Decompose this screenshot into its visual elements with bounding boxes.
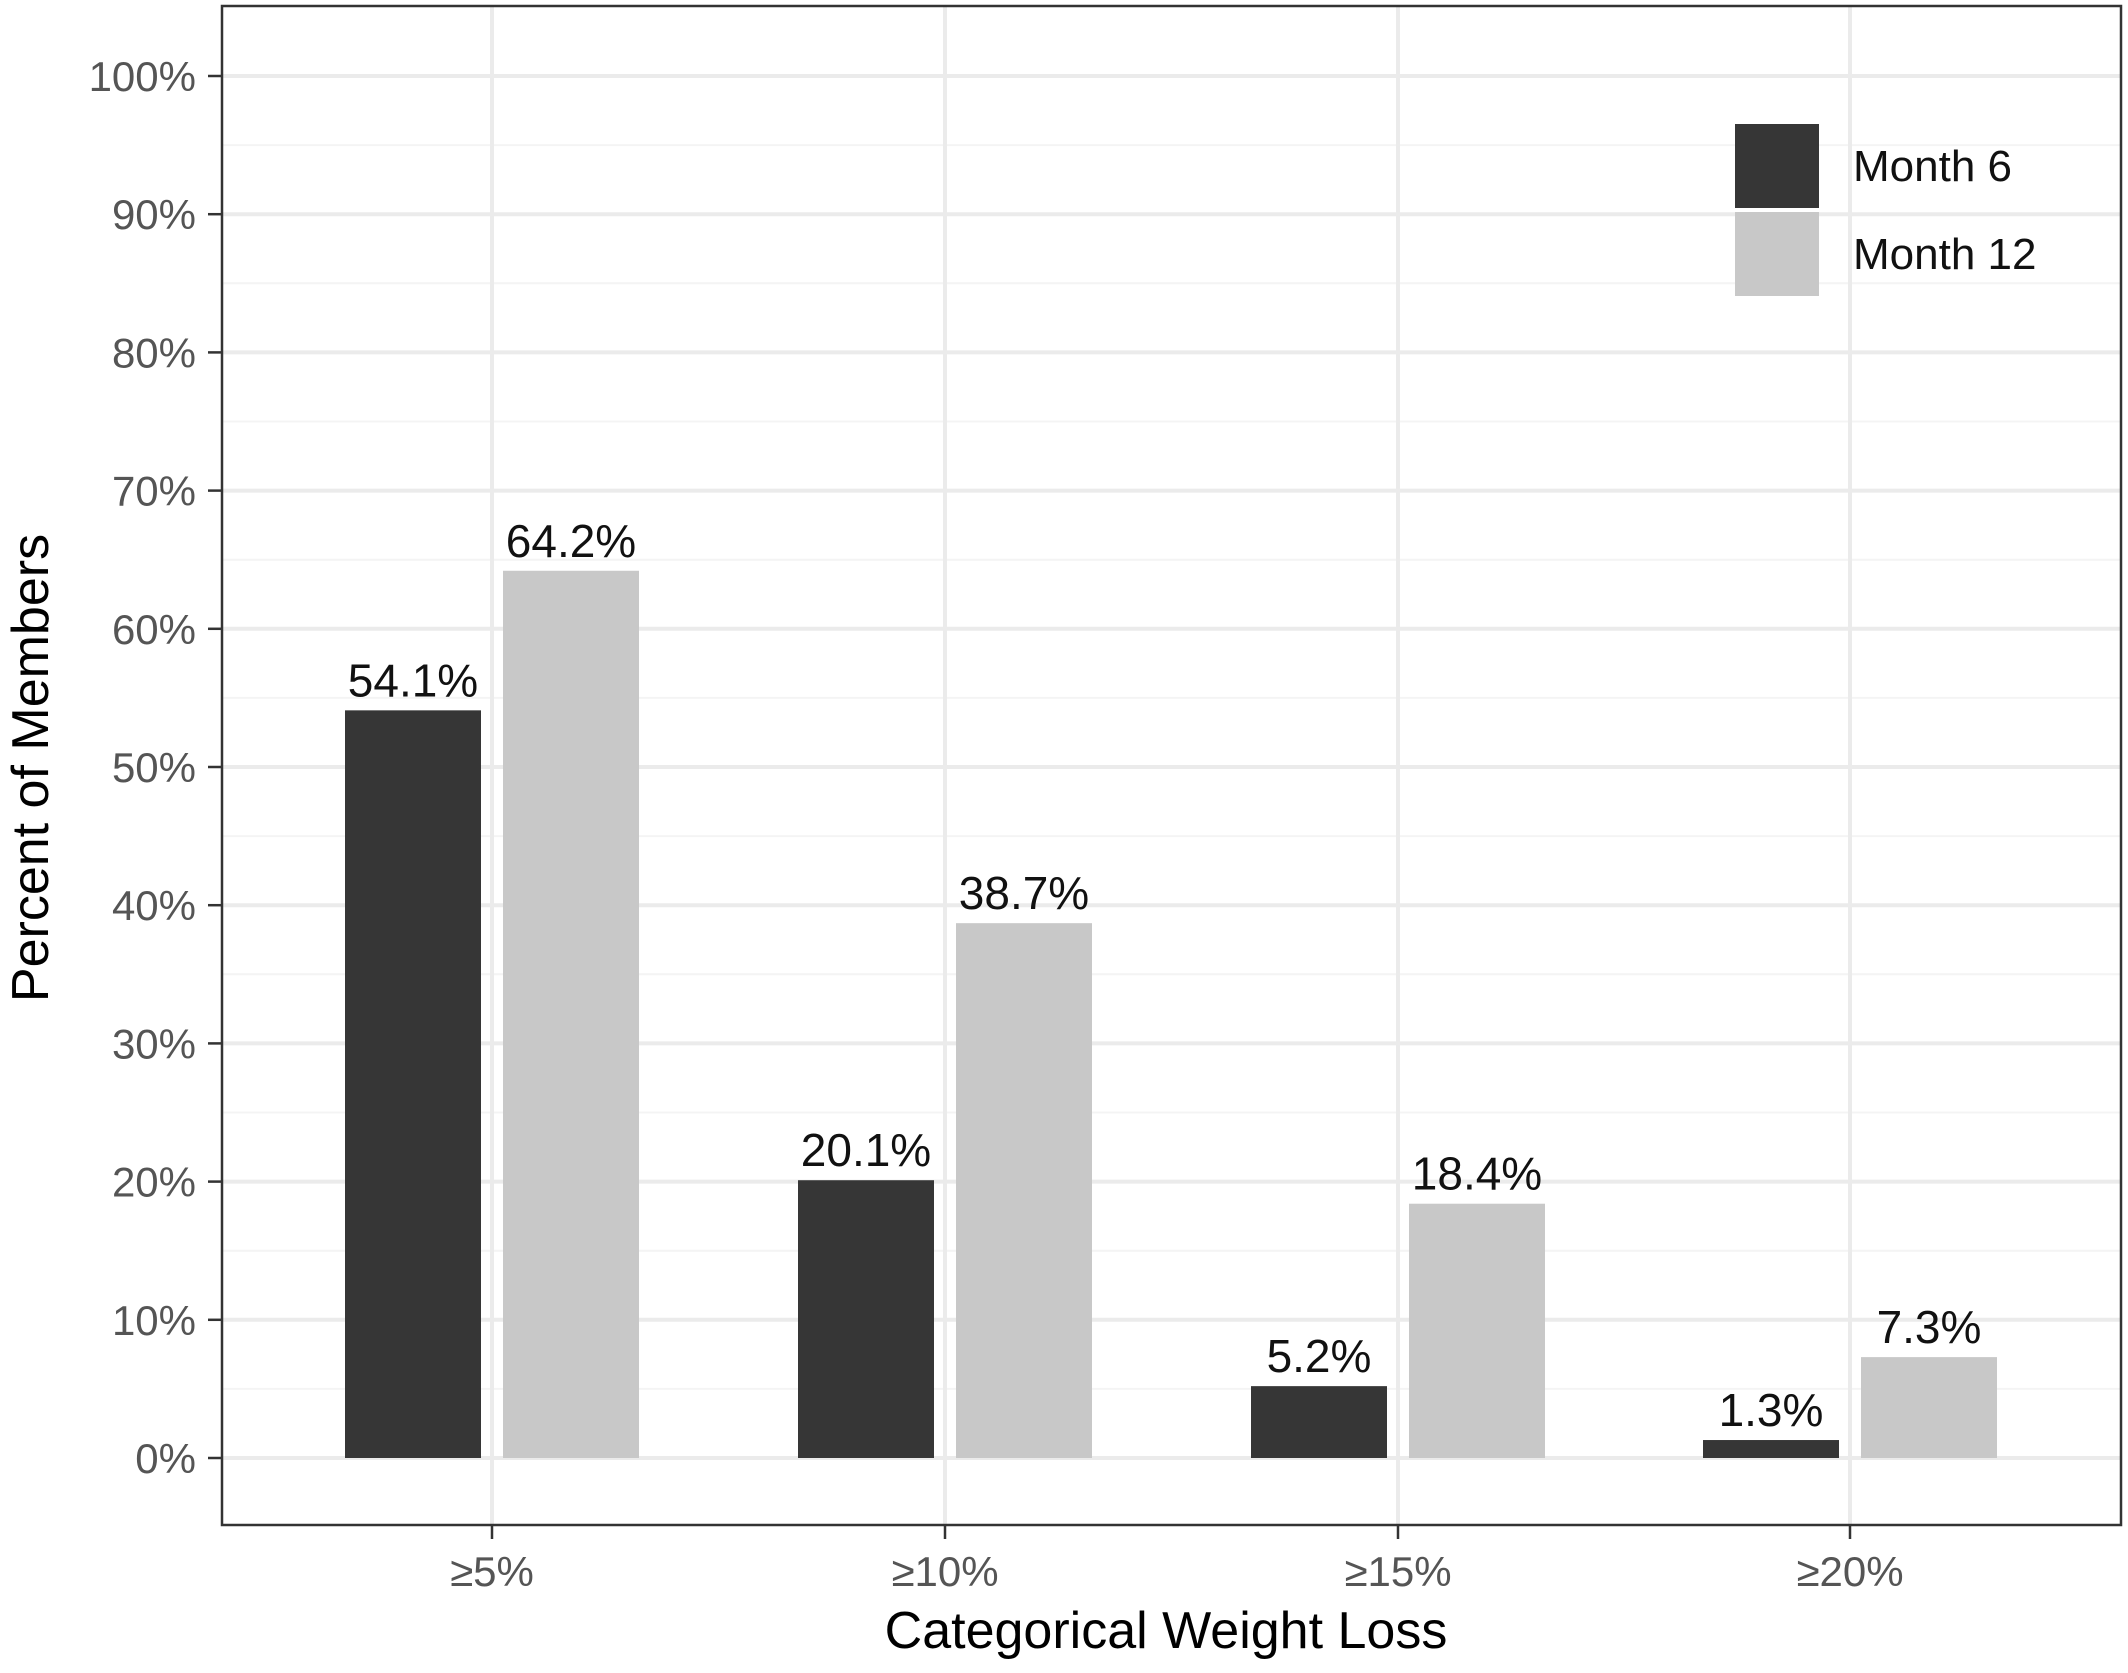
bar-value-label: 7.3% — [1877, 1301, 1982, 1353]
y-tick-label: 50% — [112, 744, 196, 791]
x-tick-label: ≥15% — [1344, 1548, 1451, 1595]
x-tick-label: ≥5% — [450, 1548, 534, 1595]
bar-month-6-0 — [345, 710, 481, 1458]
bar-value-label: 5.2% — [1267, 1330, 1372, 1382]
bar-value-label: 18.4% — [1412, 1148, 1542, 1200]
x-tick-label: ≥20% — [1796, 1548, 1903, 1595]
legend-key-month-12 — [1735, 212, 1819, 296]
y-tick-label: 40% — [112, 882, 196, 929]
bar-month-6-3 — [1703, 1440, 1839, 1458]
bar-value-label: 64.2% — [506, 515, 636, 567]
x-tick-label: ≥10% — [891, 1548, 998, 1595]
y-axis-title: Percent of Members — [2, 534, 60, 1002]
bar-value-label: 54.1% — [348, 654, 478, 706]
y-tick-label: 90% — [112, 191, 196, 238]
y-tick-label: 80% — [112, 329, 196, 376]
y-tick-label: 10% — [112, 1297, 196, 1344]
legend: Month 6 Month 12 — [1735, 124, 2036, 296]
x-axis-title: Categorical Weight Loss — [885, 1602, 1448, 1660]
y-tick-label: 20% — [112, 1159, 196, 1206]
bar-month-6-2 — [1251, 1386, 1387, 1458]
y-tick-label: 30% — [112, 1020, 196, 1067]
bar-month-12-2 — [1409, 1203, 1545, 1458]
y-tick-label: 60% — [112, 606, 196, 653]
bar-month-12-0 — [503, 570, 639, 1458]
legend-key-month-6 — [1735, 124, 1819, 208]
legend-label: Month 12 — [1853, 230, 2036, 279]
y-tick-label: 70% — [112, 468, 196, 515]
y-axis: 0% 10% 20% 30% 40% 50% 60% 70% 80% 90% 100% — [89, 53, 222, 1482]
bar-value-label: 1.3% — [1719, 1384, 1824, 1436]
bar-month-6-1 — [798, 1180, 934, 1458]
bar-value-labels: 54.1% 20.1% 5.2% 1.3% 64.2% 38.7% 18.4% 7.3% — [348, 515, 1982, 1436]
y-tick-label: 0% — [135, 1435, 196, 1482]
x-axis: ≥5% ≥10% ≥15% ≥20% — [450, 1525, 1904, 1595]
y-tick-label: 100% — [89, 53, 196, 100]
bar-value-label: 20.1% — [801, 1124, 931, 1176]
bars — [345, 570, 1997, 1458]
plot-panel-border — [220, 4, 2123, 1527]
legend-label: Month 6 — [1853, 142, 2012, 191]
bar-month-12-3 — [1861, 1357, 1997, 1458]
bar-value-label: 38.7% — [959, 867, 1089, 919]
bar-month-12-1 — [956, 923, 1092, 1458]
